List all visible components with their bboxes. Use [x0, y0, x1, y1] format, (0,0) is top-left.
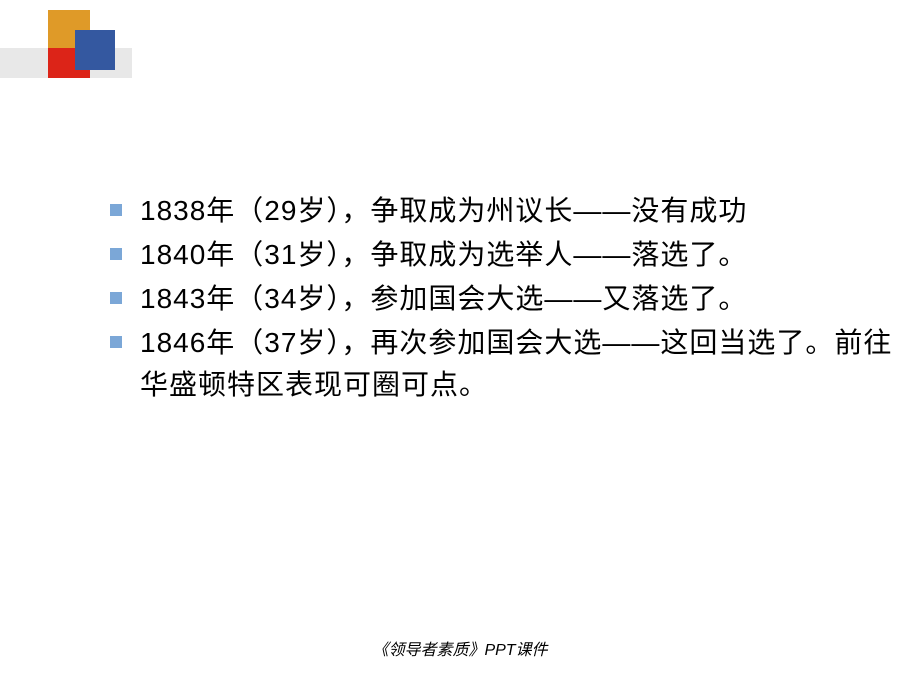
- bullet-icon: [110, 248, 122, 260]
- bullet-item: 1838年（29岁），争取成为州议长——没有成功: [110, 190, 910, 232]
- bullet-item: 1843年（34岁），参加国会大选——又落选了。: [110, 278, 910, 320]
- bullet-icon: [110, 336, 122, 348]
- slide-footer: 《领导者素质》PPT课件: [0, 636, 920, 660]
- bullet-item: 1846年（37岁），再次参加国会大选——这回当选了。前往华盛顿特区表现可圈可点…: [110, 322, 910, 406]
- bullet-text: 1840年（31岁），争取成为选举人——落选了。: [140, 234, 747, 276]
- bullet-item: 1840年（31岁），争取成为选举人——落选了。: [110, 234, 910, 276]
- bullet-icon: [110, 292, 122, 304]
- content-area: 1838年（29岁），争取成为州议长——没有成功1840年（31岁），争取成为选…: [110, 190, 910, 408]
- bullet-text: 1838年（29岁），争取成为州议长——没有成功: [140, 190, 747, 232]
- bullet-text: 1846年（37岁），再次参加国会大选——这回当选了。前往华盛顿特区表现可圈可点…: [140, 322, 910, 406]
- deco-block: [0, 48, 48, 78]
- slide-decoration: [0, 0, 180, 90]
- bullet-icon: [110, 204, 122, 216]
- bullet-text: 1843年（34岁），参加国会大选——又落选了。: [140, 278, 747, 320]
- deco-block: [75, 30, 115, 70]
- footer-text: 《领导者素质》PPT课件: [372, 642, 547, 659]
